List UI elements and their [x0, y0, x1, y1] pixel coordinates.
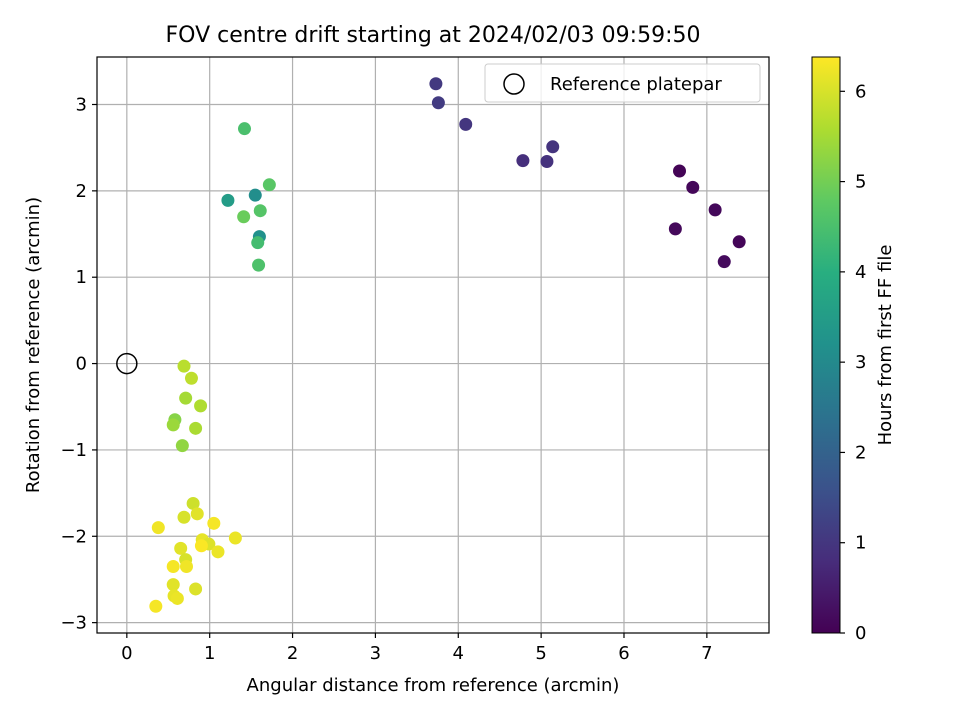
- x-tick-label: 1: [204, 643, 215, 664]
- data-point: [190, 507, 204, 521]
- legend-entry-label: Reference platepar: [550, 74, 722, 95]
- x-tick-label: 4: [453, 643, 464, 664]
- colorbar-tick-label: 2: [855, 442, 866, 463]
- y-tick-label: 0: [76, 354, 87, 375]
- colorbar-tick-label: 3: [855, 352, 866, 373]
- chart-title: FOV centre drift starting at 2024/02/03 …: [166, 23, 701, 48]
- y-tick-label: 1: [76, 267, 87, 288]
- data-point: [673, 164, 687, 178]
- data-point: [189, 421, 203, 435]
- y-axis-ticks: −3 −2 −1 0 1 2 3: [60, 94, 97, 634]
- reference-platepar-marker: [116, 352, 138, 375]
- data-point: [228, 531, 242, 545]
- plot-frame: [96, 56, 770, 634]
- colorbar-tick-label: 1: [855, 533, 866, 554]
- y-tick-label: 3: [76, 94, 87, 115]
- y-tick-label: 2: [76, 181, 87, 202]
- data-point: [166, 578, 180, 592]
- data-point: [237, 210, 251, 224]
- data-point: [186, 496, 200, 510]
- data-point: [708, 203, 722, 217]
- data-point: [221, 193, 235, 207]
- colorbar-tick-label: 4: [855, 262, 866, 283]
- data-point: [252, 258, 266, 272]
- x-axis-label: Angular distance from reference (arcmin): [247, 675, 620, 696]
- data-point: [170, 591, 184, 605]
- data-points: [149, 77, 746, 613]
- data-point: [194, 539, 208, 553]
- data-point: [174, 541, 188, 555]
- data-point: [194, 399, 208, 413]
- y-tick-label: −3: [60, 613, 87, 634]
- data-point: [151, 521, 165, 535]
- x-tick-label: 6: [618, 643, 629, 664]
- data-point: [686, 180, 700, 194]
- x-axis-ticks: 0 1 2 3 4 5 6 7: [121, 633, 713, 664]
- colorbar-gradient: [811, 56, 841, 634]
- x-tick-label: 2: [287, 643, 298, 664]
- colorbar-tick-label: 5: [855, 172, 866, 193]
- data-point: [179, 391, 193, 405]
- colorbar-label: Hours from first FF file: [875, 245, 896, 446]
- x-tick-label: 0: [121, 643, 132, 664]
- colorbar-ticks: 0 1 2 3 4 5 6: [840, 81, 866, 644]
- data-point: [717, 255, 731, 269]
- y-axis-label: Rotation from reference (arcmin): [23, 197, 44, 493]
- legend-box: [484, 63, 761, 103]
- data-point: [207, 516, 221, 530]
- data-point: [540, 154, 554, 168]
- data-point: [429, 77, 443, 91]
- data-point: [237, 122, 251, 136]
- data-point: [149, 599, 163, 613]
- y-tick-label: −2: [60, 526, 87, 547]
- data-point: [189, 582, 203, 596]
- colorbar: 0 1 2 3 4 5 6 Hours from first FF file: [811, 56, 896, 644]
- grid-lines: [97, 57, 769, 633]
- data-point: [668, 222, 682, 236]
- colorbar-tick-label: 0: [855, 623, 866, 644]
- data-point: [166, 560, 180, 574]
- legend-marker-icon: [503, 73, 525, 95]
- data-point: [732, 235, 746, 249]
- legend: Reference platepar: [484, 63, 761, 103]
- data-point: [211, 545, 225, 559]
- data-point: [546, 140, 560, 154]
- data-point: [262, 178, 276, 192]
- data-point: [253, 204, 267, 218]
- x-tick-label: 3: [370, 643, 381, 664]
- data-point: [516, 154, 530, 168]
- data-point: [166, 418, 180, 432]
- x-tick-label: 7: [701, 643, 712, 664]
- data-point: [251, 236, 265, 250]
- data-point: [431, 96, 445, 110]
- x-tick-label: 5: [535, 643, 546, 664]
- colorbar-tick-label: 6: [855, 81, 866, 102]
- y-tick-label: −1: [60, 440, 87, 461]
- data-point: [459, 117, 473, 131]
- data-point: [184, 371, 198, 385]
- data-point: [248, 188, 262, 202]
- data-point: [177, 510, 191, 524]
- data-point: [179, 560, 193, 574]
- data-point: [177, 359, 191, 373]
- data-point: [175, 439, 189, 453]
